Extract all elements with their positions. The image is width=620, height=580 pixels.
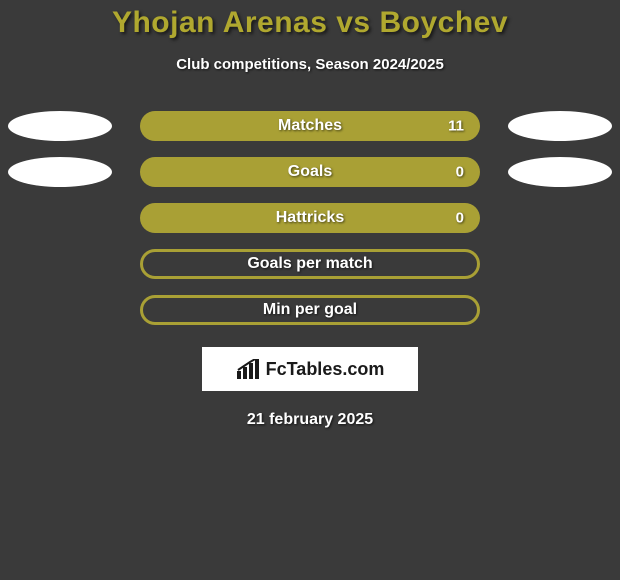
stat-row: Matches 11 — [0, 111, 620, 141]
chart-icon — [236, 359, 260, 379]
page-title: Yhojan Arenas vs Boychev — [0, 6, 620, 40]
stat-bar-wrap: Hattricks 0 — [140, 203, 480, 233]
stat-row: Goals per match — [0, 249, 620, 279]
stat-value: 11 — [448, 118, 464, 135]
stat-value: 0 — [456, 210, 464, 227]
stat-bar: Goals per match — [140, 249, 480, 279]
infographic-date: 21 february 2025 — [0, 411, 620, 429]
stat-label: Goals — [288, 163, 332, 181]
source-logo-text: FcTables.com — [266, 359, 385, 380]
stat-bar: Goals 0 — [140, 157, 480, 187]
comparison-infographic: Yhojan Arenas vs Boychev Club competitio… — [0, 0, 620, 580]
page-subtitle: Club competitions, Season 2024/2025 — [0, 56, 620, 73]
stat-label: Min per goal — [263, 301, 357, 319]
stat-bar-wrap: Goals 0 — [140, 157, 480, 187]
right-value-ellipse — [508, 157, 612, 187]
stat-row: Goals 0 — [0, 157, 620, 187]
stat-bar-wrap: Matches 11 — [140, 111, 480, 141]
left-value-ellipse — [8, 157, 112, 187]
source-logo: FcTables.com — [202, 347, 418, 391]
stat-bar-wrap: Goals per match — [140, 249, 480, 279]
stat-label: Matches — [278, 117, 342, 135]
stat-bar: Matches 11 — [140, 111, 480, 141]
stat-label: Goals per match — [247, 255, 372, 273]
right-value-ellipse — [508, 111, 612, 141]
stat-bar: Hattricks 0 — [140, 203, 480, 233]
left-value-ellipse — [8, 111, 112, 141]
stat-row: Hattricks 0 — [0, 203, 620, 233]
stat-bar: Min per goal — [140, 295, 480, 325]
stat-value: 0 — [456, 164, 464, 181]
stats-list: Matches 11 Goals 0 Hattricks 0 Goals per match… — [0, 111, 620, 325]
stat-row: Min per goal — [0, 295, 620, 325]
stat-bar-wrap: Min per goal — [140, 295, 480, 325]
stat-label: Hattricks — [276, 209, 344, 227]
